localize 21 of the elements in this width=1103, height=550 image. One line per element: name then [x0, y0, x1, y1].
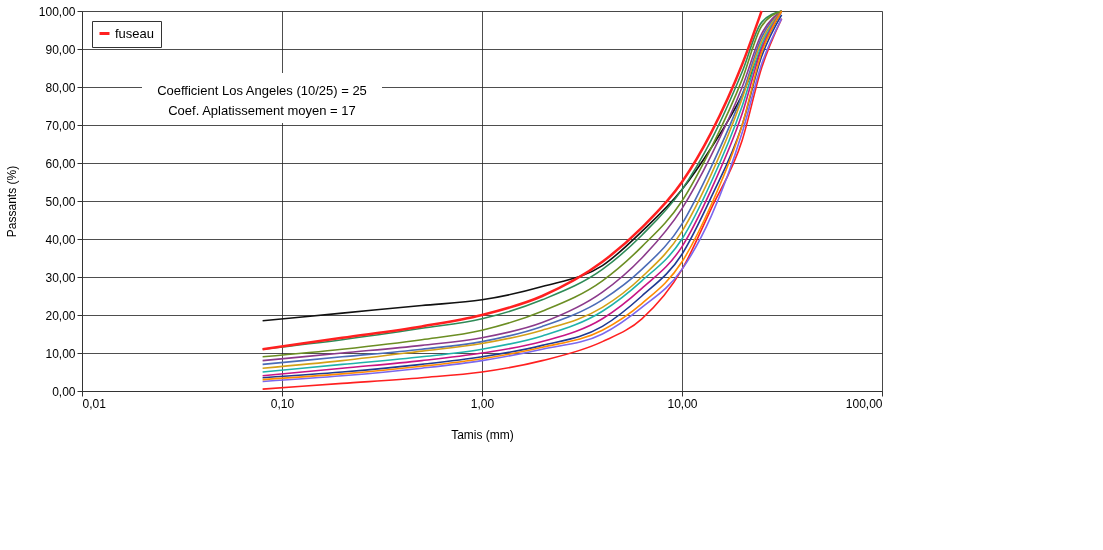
- legend-label: fuseau: [115, 25, 155, 41]
- y-tick-label: 60,00: [45, 156, 76, 171]
- annotation: Coef. Aplatissement moyen = 17: [168, 103, 356, 118]
- y-tick-label: 10,00: [45, 346, 76, 361]
- y-tick-label: 30,00: [45, 270, 76, 285]
- x-tick-label: 0,10: [270, 396, 295, 411]
- y-tick-label: 40,00: [45, 232, 76, 247]
- y-tick-label: 0,00: [52, 384, 76, 399]
- x-axis-title: Tamis (mm): [451, 427, 514, 442]
- y-axis-title: Passants (%): [4, 165, 19, 238]
- annotation: Coefficient Los Angeles (10/25) = 25: [157, 83, 367, 98]
- y-tick-label: 70,00: [45, 118, 76, 133]
- y-tick-label: 80,00: [45, 80, 76, 95]
- y-tick-label: 50,00: [45, 194, 76, 209]
- x-tick-label: 1,00: [470, 396, 495, 411]
- y-tick-label: 90,00: [45, 42, 76, 57]
- y-tick-label: 20,00: [45, 308, 76, 323]
- x-tick-label: 10,00: [667, 396, 698, 411]
- x-tick-label: 100,00: [845, 396, 883, 411]
- y-tick-label: 100,00: [38, 4, 76, 19]
- x-tick-label: 0,01: [82, 396, 107, 411]
